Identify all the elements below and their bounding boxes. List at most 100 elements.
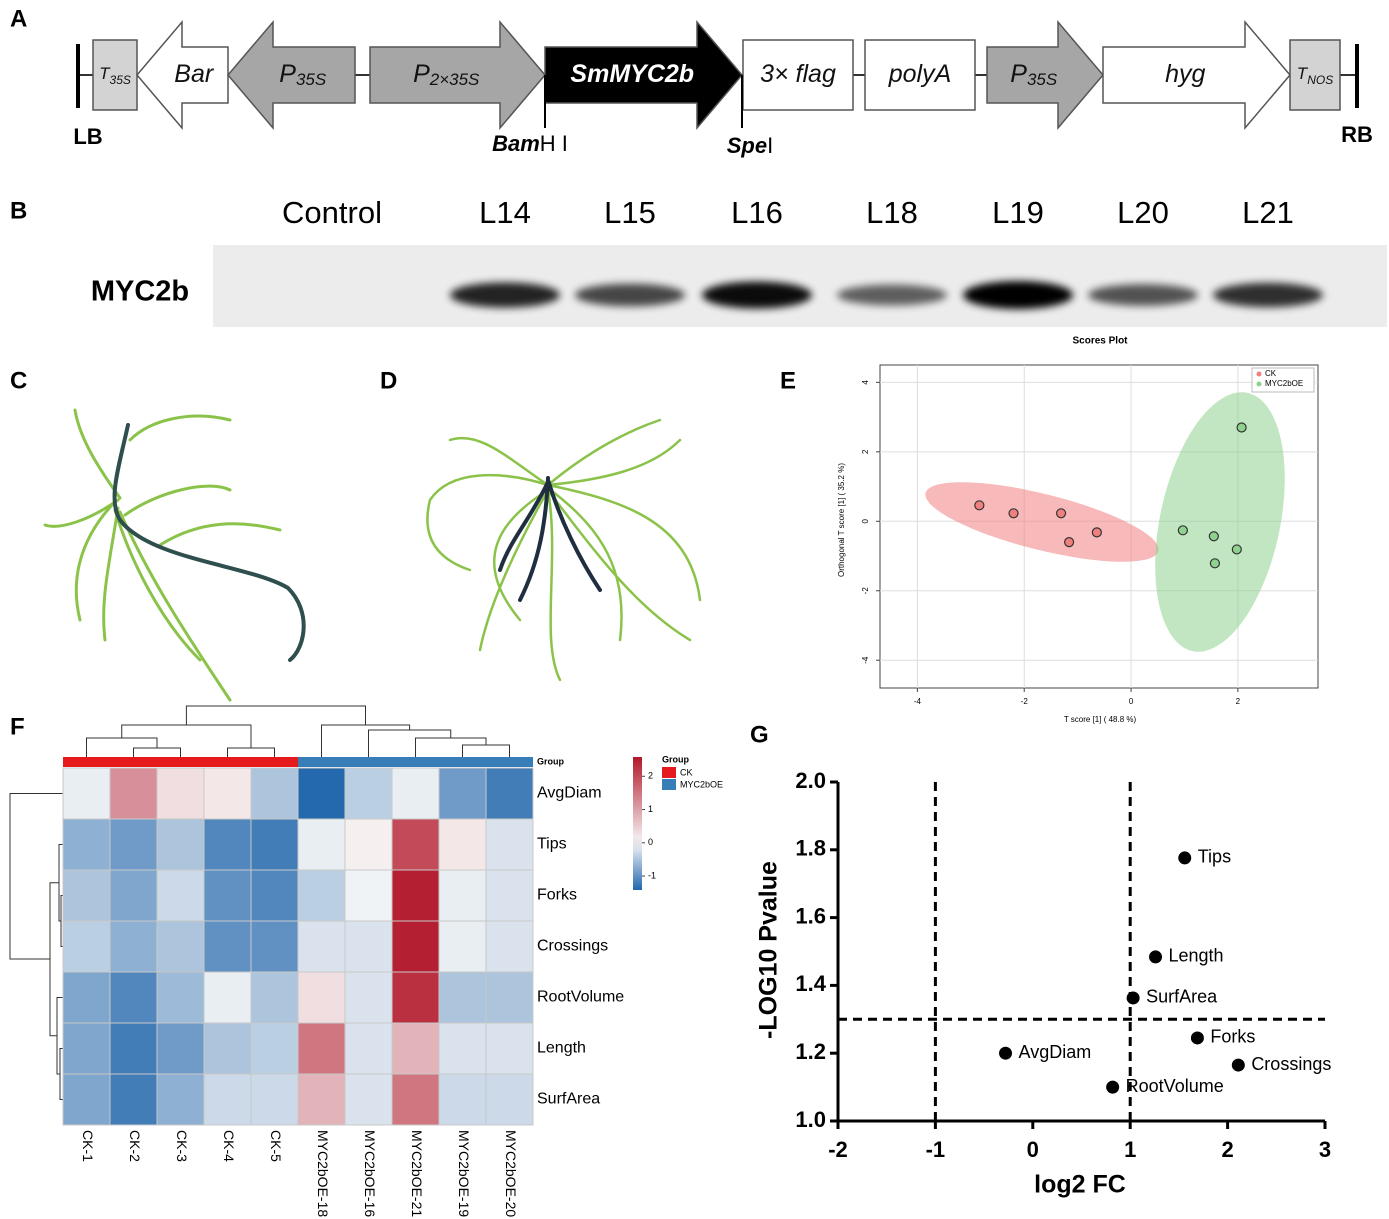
heat-cell: [485, 1073, 534, 1126]
label-sub: 2×35S: [429, 70, 480, 89]
point: [1178, 851, 1192, 865]
construct-label: SmMYC2b: [570, 60, 694, 88]
panel-letter: D: [380, 367, 397, 394]
blot-band: [450, 282, 560, 308]
legend-swatch: [662, 767, 676, 778]
heat-cell: [391, 1073, 440, 1126]
x-tick-label: 3: [1319, 1137, 1331, 1162]
column-label: CK-2: [127, 1130, 143, 1162]
group-cell: [204, 757, 251, 767]
construct-element: [136, 19, 229, 131]
heat-cell: [344, 920, 393, 973]
column-dendrogram: [86, 705, 510, 757]
y-axis-label: Orthogonal T score [1] ( 35.2 %): [837, 463, 846, 577]
score-point: [1091, 527, 1102, 538]
row-label: Tips: [537, 836, 567, 853]
construct-label: T35S: [99, 64, 131, 87]
y-tick-label: 4: [861, 380, 870, 385]
score-point: [1209, 558, 1221, 569]
x-axis-label: T score [1] ( 48.8 %): [1064, 715, 1137, 724]
legend-label: CK: [680, 767, 693, 777]
group-cell: [157, 757, 204, 767]
heat-cell: [485, 971, 534, 1024]
colorbar-tick-label: 0: [648, 837, 653, 847]
heat-cell: [203, 1022, 252, 1075]
heat-cell: [109, 971, 158, 1024]
legend-box: [1251, 367, 1315, 393]
y-tick-label: 1.6: [795, 903, 826, 928]
score-point: [1063, 537, 1075, 548]
row-label: Crossings: [537, 938, 608, 955]
confidence-ellipse: [1155, 392, 1285, 652]
row-label: AvgDiam: [537, 785, 602, 802]
group-cell: [63, 757, 110, 767]
y-tick-label: 2: [861, 449, 870, 454]
heat-cell: [109, 767, 158, 820]
score-point: [1055, 508, 1067, 519]
construct-element: [1289, 39, 1341, 111]
column-label: MYC2bOE-19: [456, 1130, 472, 1217]
label-sub: 35S: [110, 73, 131, 87]
x-tick-label: 1: [1124, 1137, 1136, 1162]
point: [1190, 1031, 1204, 1045]
colorbar-tick-label: 1: [648, 804, 653, 814]
point-label: AvgDiam: [1019, 1042, 1092, 1062]
group-cell: [110, 757, 157, 767]
heat-cell: [250, 818, 299, 871]
panel-letter: B: [10, 197, 27, 224]
heat-cell: [485, 869, 534, 922]
heat-cell: [62, 920, 111, 973]
heat-cell: [391, 818, 440, 871]
column-label: MYC2bOE-16: [362, 1130, 378, 1217]
label-main: SmMYC2b: [570, 60, 694, 88]
heat-cell: [203, 1073, 252, 1126]
x-tick-label: 2: [1236, 697, 1241, 706]
heat-cell: [438, 1022, 487, 1075]
heat-cell: [297, 920, 346, 973]
label-sub: 35S: [296, 70, 327, 89]
construct-element: [544, 19, 743, 131]
heat-cell: [250, 1022, 299, 1075]
heat-cell: [250, 767, 299, 820]
point: [1126, 991, 1140, 1005]
heat-cell: [156, 1073, 205, 1126]
column-label: CK-4: [221, 1130, 237, 1162]
point: [1231, 1058, 1245, 1072]
heat-cell: [62, 1022, 111, 1075]
x-axis-label: log2 FC: [1034, 1171, 1126, 1199]
group-cell: [345, 757, 392, 767]
blot-band: [575, 283, 685, 307]
heat-cell: [109, 869, 158, 922]
heat-cell: [391, 920, 440, 973]
x-tick-label: -2: [1021, 697, 1029, 706]
root-images: [43, 408, 702, 702]
heat-cell: [156, 920, 205, 973]
y-tick-label: -4: [861, 656, 870, 664]
border-label: RB: [1341, 122, 1373, 147]
group-label: Group: [537, 756, 564, 766]
column-label: CK-3: [174, 1130, 190, 1162]
row-label: Forks: [537, 887, 577, 904]
construct-label: P35S: [1010, 60, 1058, 90]
construct-element: [92, 39, 138, 111]
column-label: CK-5: [268, 1130, 284, 1162]
lane-label: L14: [479, 195, 531, 230]
construct-element: [369, 19, 546, 131]
panel-letter: A: [10, 5, 27, 32]
heat-cell: [62, 869, 111, 922]
lane-label: L15: [604, 195, 656, 230]
heat-cell: [485, 767, 534, 820]
colorbar-tick-label: -1: [648, 870, 656, 880]
x-tick-label: -4: [914, 697, 922, 706]
root-main: [498, 476, 602, 602]
point-label: Tips: [1198, 847, 1231, 867]
heat-cell: [438, 767, 487, 820]
point-label: Forks: [1210, 1027, 1255, 1047]
y-axis-label: -LOG10 Pvalue: [755, 861, 783, 1039]
heat-cell: [203, 767, 252, 820]
lane-label: L18: [866, 195, 918, 230]
dendrograms: [9, 705, 510, 1100]
x-tick-label: 0: [1027, 1137, 1039, 1162]
construct-label: TNOS: [1297, 64, 1333, 87]
chart-title: Scores Plot: [1072, 336, 1128, 347]
